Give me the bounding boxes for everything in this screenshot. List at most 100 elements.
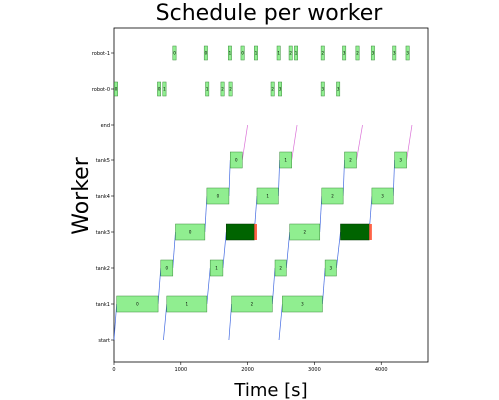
task-bar-label: 3 [279, 87, 282, 92]
task-bar-label: 2 [251, 302, 254, 307]
task-bar-label: 3 [406, 51, 409, 56]
task-bar [166, 295, 208, 313]
task-bar [114, 81, 118, 97]
task-bar [340, 223, 370, 241]
task-bar [227, 45, 232, 61]
task-bar-label: 2 [349, 158, 352, 163]
task-bar [172, 45, 177, 61]
task-bar [344, 151, 357, 169]
task-bar [288, 45, 293, 61]
task-bar [294, 45, 298, 61]
task-bar-label: 2 [322, 51, 325, 56]
task-bar [270, 81, 275, 97]
task-bar-label: 0 [205, 51, 208, 56]
task-bar-label: 3 [343, 51, 346, 56]
task-bar-label: 1 [277, 51, 280, 56]
task-bar-label: 2 [229, 87, 232, 92]
task-bar-label: 3 [393, 51, 396, 56]
task-bar-label: 1 [215, 266, 218, 271]
y-axis-label: Worker [69, 156, 94, 234]
task-bar-label: 1 [163, 87, 166, 92]
task-bar [370, 45, 375, 61]
task-bar [392, 45, 397, 61]
task-bar [116, 295, 159, 313]
y-tick-label: tank3 [96, 230, 110, 236]
task-bar [321, 187, 344, 205]
task-bar-label: 0 [241, 51, 244, 56]
rise-line [271, 267, 276, 305]
task-bar-label: 1 [266, 194, 269, 199]
rise-line [163, 303, 168, 341]
task-bar [274, 259, 287, 277]
y-tick-label: tank2 [96, 266, 110, 272]
task-bar-label: 0 [189, 230, 192, 235]
task-bar [276, 45, 281, 61]
task-bar [371, 187, 394, 205]
task-bar [342, 45, 347, 61]
task-bar-label: 0 [136, 302, 139, 307]
task-bar-label: 0 [173, 51, 176, 56]
task-bar [228, 81, 233, 97]
task-bar-label: 2 [331, 194, 334, 199]
task-bar [157, 81, 162, 97]
task-bar [278, 81, 282, 97]
task-bar [279, 151, 292, 169]
y-tick-label: robot-0 [92, 87, 110, 93]
task-bar [405, 45, 410, 61]
rise-line [172, 231, 176, 269]
task-bar [205, 81, 210, 97]
task-bar [231, 295, 273, 313]
task-bar [229, 151, 243, 169]
task-bar [254, 45, 258, 61]
rise-line [222, 231, 227, 269]
plot-area: start tank1 tank2 tank3 tank4 tank5 end robot-0… [92, 27, 429, 373]
task-bar-label: 3 [301, 302, 304, 307]
task-bar-label: 1 [255, 51, 258, 56]
task-bar-label: 1 [186, 302, 189, 307]
plot-frame [113, 27, 429, 363]
task-bar [203, 45, 208, 61]
task-bar-label: 0 [115, 87, 118, 92]
rise-line [113, 303, 118, 341]
y-tick-label: tank1 [96, 302, 110, 308]
rise-line [319, 195, 323, 233]
rise-line [336, 231, 341, 269]
task-bar-label: 3 [399, 158, 402, 163]
task-bar-label: 2 [289, 51, 292, 56]
task-bar-label: 3 [337, 87, 340, 92]
task-bar-label: 2 [221, 87, 224, 92]
fall-line [406, 124, 413, 161]
task-bar [209, 259, 224, 277]
rise-line [204, 195, 208, 233]
task-bar [256, 187, 279, 205]
task-bar-label: 1 [229, 51, 232, 56]
task-bar [394, 151, 407, 169]
task-bar-label: 1 [284, 158, 287, 163]
task-bar-label: 1 [295, 51, 298, 56]
task-bar [225, 223, 255, 241]
task-bar-label: 1 [206, 87, 209, 92]
task-bar [175, 223, 206, 241]
fall-line [356, 124, 363, 161]
y-tick-label: tank4 [96, 194, 110, 200]
task-bar-label: 0 [235, 158, 238, 163]
fall-line [291, 124, 298, 161]
rise-line [286, 231, 291, 269]
task-bar-label: 2 [279, 266, 282, 271]
y-tick-label: end [101, 123, 110, 129]
task-bar-label: 3 [322, 87, 325, 92]
overrun-bar [254, 224, 257, 240]
task-bar-label: 0 [166, 266, 169, 271]
task-bar [206, 187, 230, 205]
task-bar-label: 2 [303, 230, 306, 235]
task-bar-label: 0 [158, 87, 161, 92]
task-bar [320, 45, 325, 61]
rise-line [228, 303, 232, 341]
rise-line [322, 267, 326, 305]
x-tick-label: 3000 [308, 367, 321, 373]
y-tick-label: robot-1 [92, 51, 110, 57]
overrun-bar [369, 224, 372, 240]
task-bar-label: 3 [372, 51, 375, 56]
x-tick-label: 1000 [174, 367, 187, 373]
